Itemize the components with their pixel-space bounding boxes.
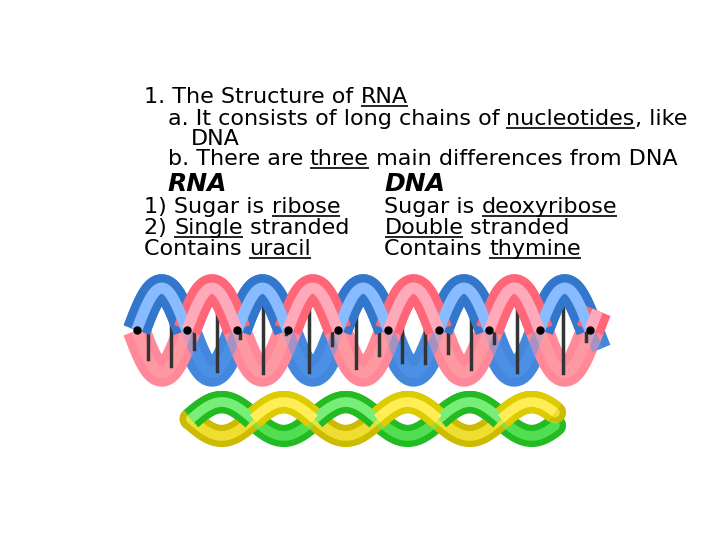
Text: three: three <box>310 149 369 169</box>
Text: uracil: uracil <box>249 239 311 259</box>
Text: main differences from DNA: main differences from DNA <box>369 149 678 169</box>
Text: Contains: Contains <box>144 239 249 259</box>
Text: 1) Sugar is: 1) Sugar is <box>144 197 271 217</box>
Text: 1. The Structure of: 1. The Structure of <box>144 87 361 107</box>
Text: thymine: thymine <box>490 239 581 259</box>
Text: Single: Single <box>174 218 243 238</box>
Text: ribose: ribose <box>271 197 340 217</box>
Text: DNA: DNA <box>191 129 240 149</box>
Text: RNA: RNA <box>168 172 227 196</box>
Text: RNA: RNA <box>361 87 408 107</box>
Text: a. It consists of long chains of: a. It consists of long chains of <box>168 109 506 129</box>
Text: DNA: DNA <box>384 172 446 196</box>
Text: Double: Double <box>384 218 464 238</box>
Text: Sugar is: Sugar is <box>384 197 482 217</box>
Text: 2): 2) <box>144 218 174 238</box>
Text: deoxyribose: deoxyribose <box>482 197 617 217</box>
Text: b. There are: b. There are <box>168 149 310 169</box>
Text: stranded: stranded <box>243 218 349 238</box>
Text: nucleotides: nucleotides <box>506 109 634 129</box>
Text: , like: , like <box>634 109 687 129</box>
Text: stranded: stranded <box>464 218 570 238</box>
Text: Contains: Contains <box>384 239 490 259</box>
